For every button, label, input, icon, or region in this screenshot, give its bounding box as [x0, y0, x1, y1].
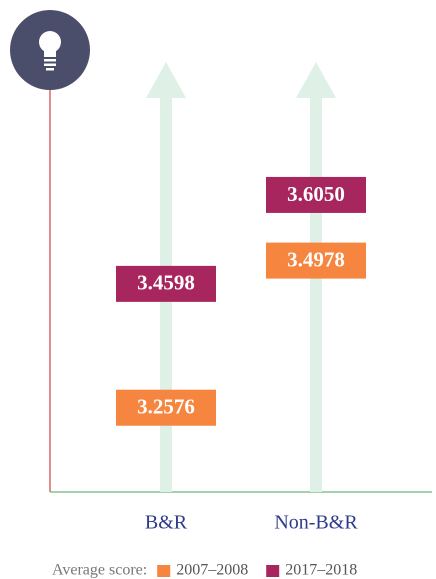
- legend-swatch: [266, 565, 280, 577]
- legend-swatch: [157, 565, 171, 577]
- icon: [10, 10, 90, 90]
- legend: Average score: 2007–2008 2017–2018: [52, 562, 357, 579]
- value-box: [116, 389, 216, 426]
- value-box: [266, 242, 366, 279]
- x-tick-label: B&R: [145, 512, 188, 534]
- data-label: 3.6050: [287, 182, 345, 206]
- legend-label: 2017–2018: [285, 562, 357, 579]
- data-label: 3.4598: [137, 271, 195, 295]
- value-box: [266, 176, 366, 213]
- legend-title: Average score:: [52, 562, 147, 579]
- x-tick-label: Non-B&R: [274, 512, 358, 534]
- data-label: 3.2576: [137, 395, 195, 419]
- legend-label: 2007–2008: [176, 562, 248, 579]
- data-label: 3.4978: [287, 247, 345, 271]
- value-box: [116, 265, 216, 302]
